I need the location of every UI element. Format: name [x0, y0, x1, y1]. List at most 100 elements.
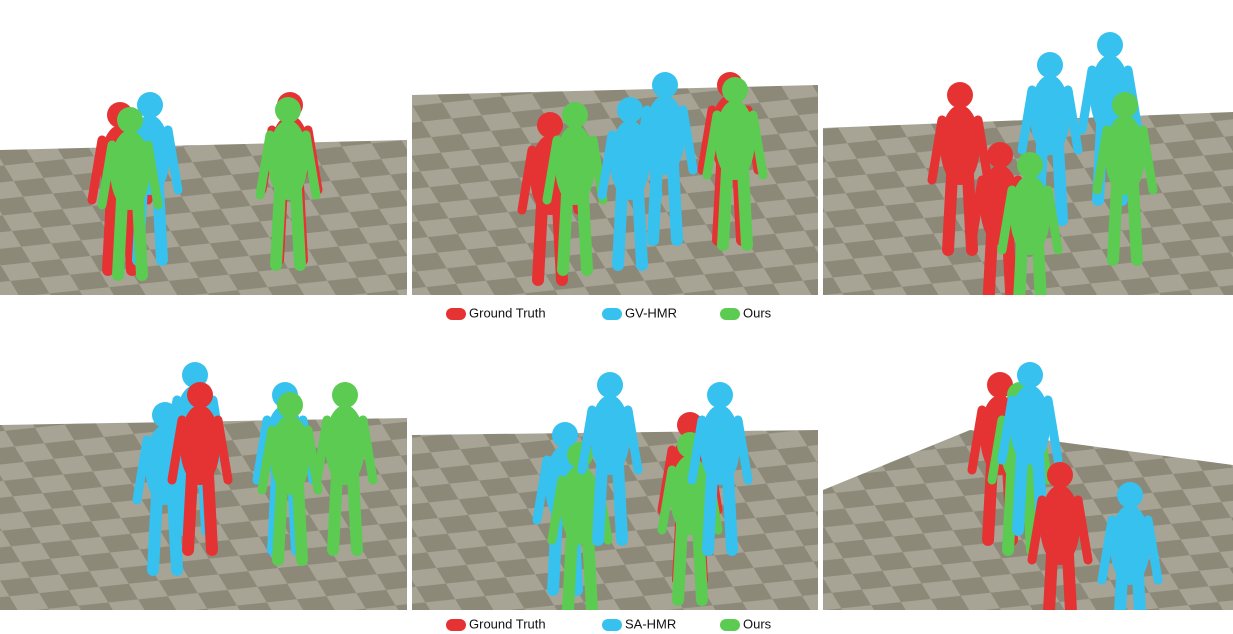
head [1037, 52, 1063, 78]
head [652, 72, 678, 98]
arm [748, 110, 768, 180]
arm [1043, 185, 1063, 255]
leg [1002, 469, 1018, 556]
head [277, 392, 303, 418]
leg [202, 469, 218, 556]
torso [715, 100, 755, 180]
leg [147, 489, 163, 576]
leg [347, 469, 363, 556]
arm [657, 465, 677, 535]
person [312, 382, 378, 556]
leg [1132, 569, 1146, 610]
head [987, 142, 1013, 168]
leg [982, 229, 998, 295]
arm [1017, 85, 1037, 155]
leg [702, 469, 718, 556]
head [1017, 362, 1043, 388]
torso [560, 465, 600, 545]
arm [1092, 125, 1112, 195]
arm [577, 405, 597, 475]
panel [823, 362, 1233, 610]
leg [112, 194, 128, 281]
leg [557, 189, 573, 276]
arm [597, 130, 617, 200]
arm [1043, 395, 1063, 465]
legend-label: Ground Truth [469, 305, 546, 320]
arm [678, 105, 698, 175]
head [1017, 152, 1043, 178]
leg [272, 479, 288, 566]
head [1097, 32, 1123, 58]
legend-label: SA-HMR [625, 616, 676, 631]
arm [213, 415, 233, 485]
head [1117, 482, 1143, 508]
leg [1114, 569, 1128, 610]
leg [532, 199, 548, 286]
head [187, 382, 213, 408]
leg [577, 189, 593, 276]
person [577, 372, 643, 546]
arm [697, 105, 717, 175]
arm [623, 405, 643, 475]
leg [292, 479, 308, 566]
head [537, 112, 563, 138]
torso [590, 395, 630, 475]
leg [942, 169, 958, 256]
arm [532, 455, 552, 525]
person [687, 382, 753, 556]
torso [555, 125, 595, 205]
arm [1063, 85, 1083, 155]
head [597, 372, 623, 398]
arm [687, 415, 707, 485]
torso [1030, 75, 1070, 155]
leg [182, 469, 198, 556]
arm [632, 105, 652, 175]
leg [717, 164, 733, 251]
head [552, 422, 578, 448]
person [1097, 482, 1163, 610]
leg [1012, 449, 1028, 536]
leg [737, 164, 753, 251]
person [1027, 462, 1093, 610]
torso [1040, 485, 1080, 565]
head [1112, 92, 1138, 118]
leg [612, 459, 628, 546]
head [707, 382, 733, 408]
head [987, 372, 1013, 398]
leg [102, 189, 118, 276]
arm [143, 140, 163, 210]
person [997, 152, 1063, 295]
arm [517, 145, 537, 215]
leg [1062, 549, 1077, 610]
legend-swatch [602, 308, 622, 320]
leg [327, 469, 343, 556]
leg [672, 519, 688, 606]
legend-label: Ours [743, 305, 772, 320]
arm [162, 395, 182, 465]
person [632, 72, 698, 246]
leg [270, 184, 286, 271]
legend-label: Ground Truth [469, 616, 546, 631]
leg [722, 469, 738, 556]
leg [667, 159, 683, 246]
leg [562, 529, 578, 610]
arm [167, 415, 187, 485]
head [117, 107, 143, 133]
person [97, 107, 163, 281]
leg [1127, 179, 1143, 266]
legend-swatch [446, 619, 466, 631]
leg [1032, 239, 1047, 295]
arm [1143, 515, 1163, 585]
leg [1052, 139, 1068, 226]
torso [1010, 175, 1050, 255]
arm [1027, 495, 1047, 565]
torso [700, 405, 740, 485]
legend-label: GV-HMR [625, 305, 677, 320]
torso [1110, 505, 1150, 585]
leg [582, 529, 598, 610]
head [722, 77, 748, 103]
leg [692, 519, 708, 606]
torso [180, 405, 220, 485]
